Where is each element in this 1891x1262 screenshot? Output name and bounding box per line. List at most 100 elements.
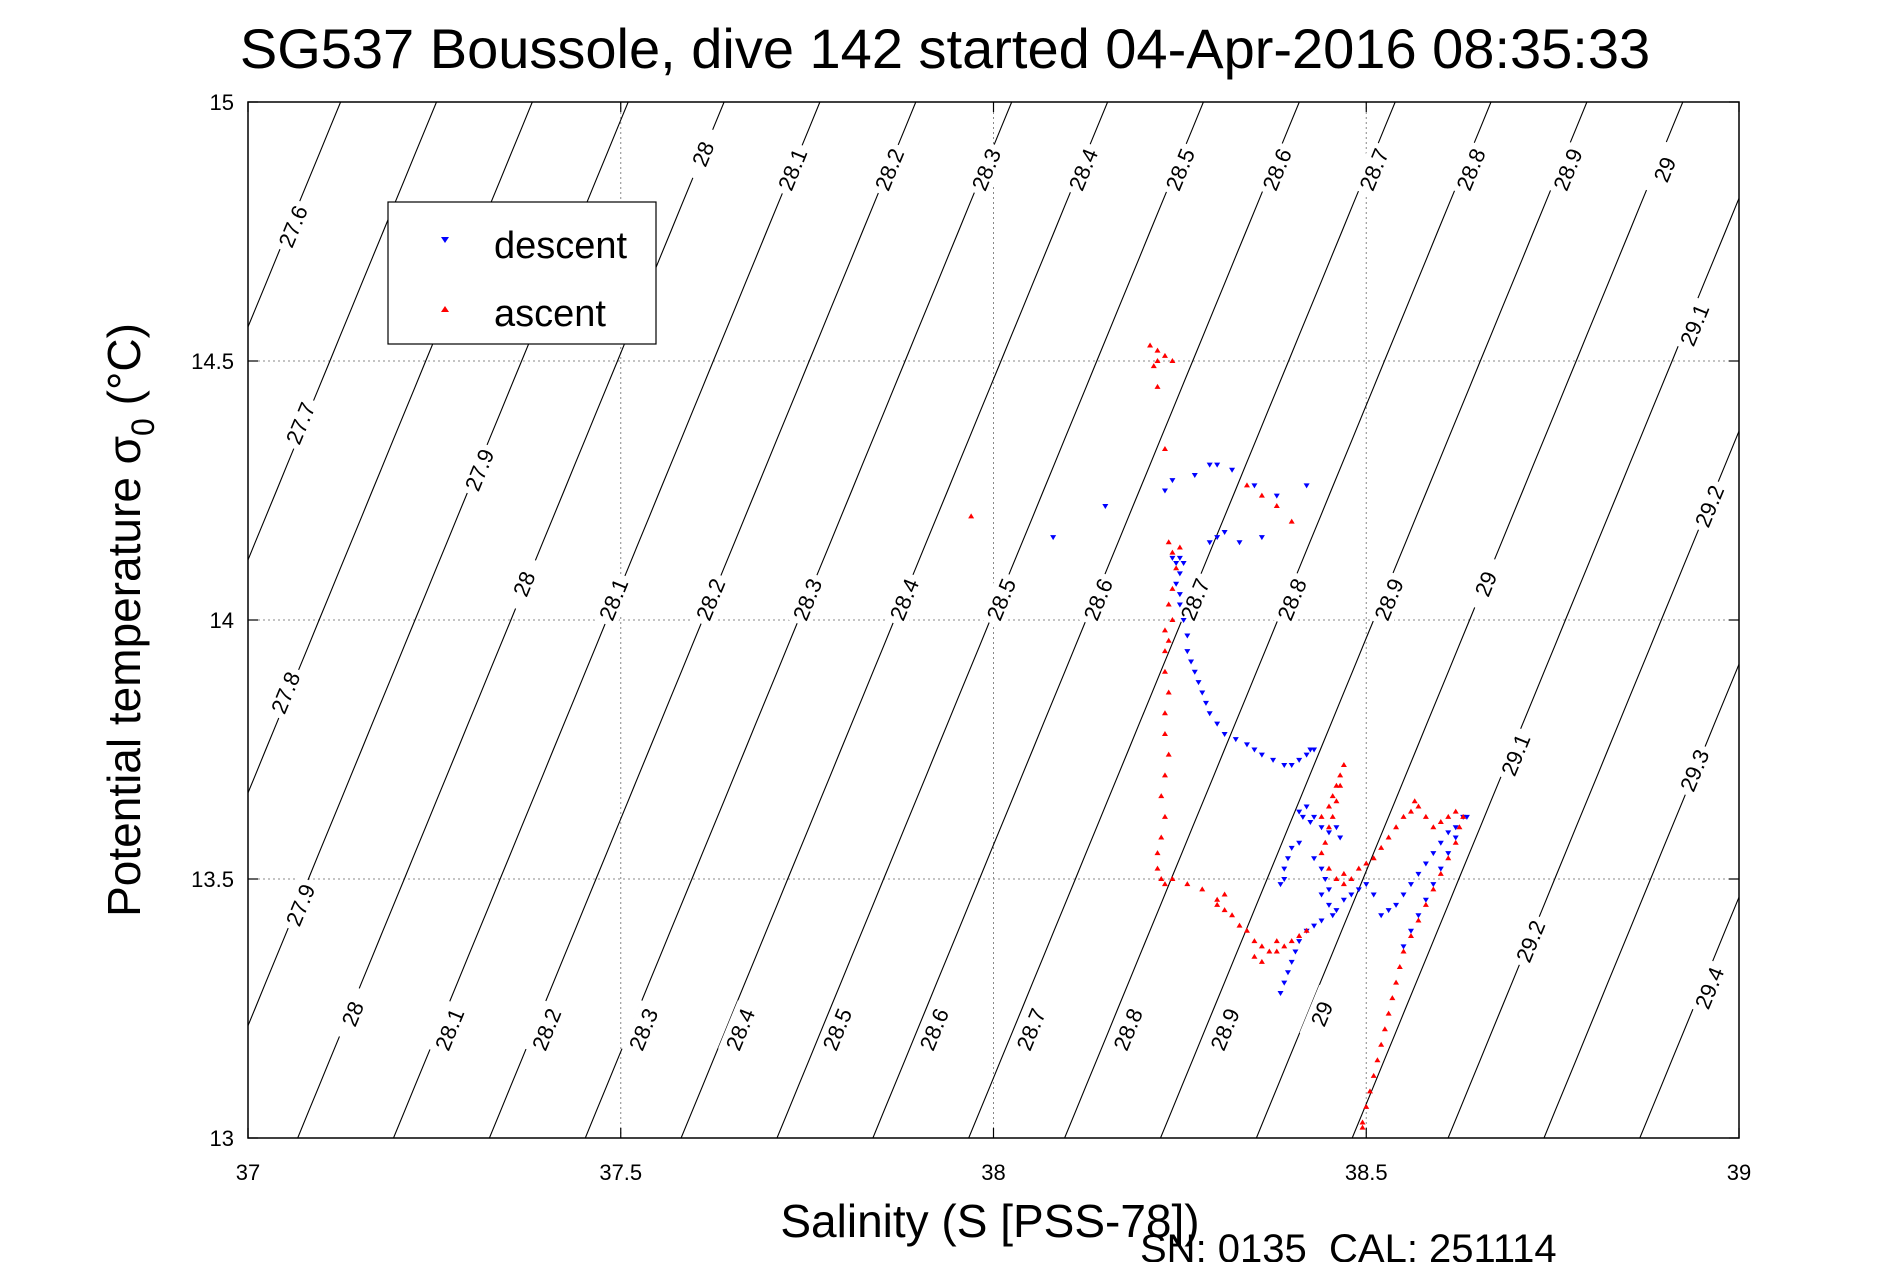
ascent-point xyxy=(1214,896,1221,902)
x-tick-label: 38 xyxy=(981,1160,1005,1185)
descent-point xyxy=(1333,825,1340,831)
descent-point xyxy=(1311,747,1318,753)
descent-point xyxy=(1288,845,1295,851)
contour-label-gap xyxy=(1463,554,1508,613)
ascent-point xyxy=(1161,648,1168,654)
ascent-point xyxy=(1329,813,1336,819)
isopycnal-line xyxy=(1255,102,1684,1138)
ascent-point xyxy=(1325,803,1332,809)
y-tick-label: 13.5 xyxy=(191,867,234,892)
descent-point xyxy=(1340,897,1347,903)
descent-point xyxy=(1195,680,1202,686)
ascent-point xyxy=(1154,383,1161,389)
descent-point xyxy=(1296,840,1303,846)
ascent-point xyxy=(1452,839,1459,845)
ascent-point xyxy=(1169,358,1176,363)
ascent-point xyxy=(1437,870,1444,876)
ascent-point xyxy=(1165,539,1172,545)
descent-point xyxy=(1393,902,1400,908)
descent-point xyxy=(1452,835,1459,841)
legend-descent-label: descent xyxy=(494,225,628,267)
descent-point xyxy=(1184,649,1191,655)
descent-point xyxy=(1430,882,1437,888)
ascent-point xyxy=(1158,793,1165,799)
contour-label-gap xyxy=(718,1000,762,1059)
descent-point xyxy=(1251,747,1258,753)
descent-point xyxy=(1407,928,1414,934)
descent-point xyxy=(1378,913,1385,919)
contour-label-gap xyxy=(911,1000,956,1059)
contour-label-gap xyxy=(1448,140,1493,199)
descent-point xyxy=(1180,618,1187,623)
descent-point xyxy=(1370,892,1377,898)
descent-point xyxy=(1161,488,1168,494)
ascent-point xyxy=(1333,798,1340,804)
descent-point xyxy=(1463,814,1470,820)
ascent-point xyxy=(1422,901,1429,907)
ascent-point xyxy=(1359,1124,1366,1130)
contour-label-gap xyxy=(427,1000,472,1059)
contour-label-gap xyxy=(501,554,546,613)
contour-label-gap xyxy=(1269,570,1314,629)
ascent-point xyxy=(1161,668,1168,674)
descent-point xyxy=(1452,825,1459,831)
ascent-series xyxy=(968,342,1467,1130)
descent-point xyxy=(1355,887,1362,893)
descent-point xyxy=(1251,483,1258,489)
x-tick-label: 37 xyxy=(236,1160,260,1185)
descent-point xyxy=(1296,939,1303,945)
contour-label-gap xyxy=(278,394,323,453)
contour-label-gap xyxy=(1157,140,1202,199)
contour-label-gap xyxy=(1202,1000,1247,1059)
descent-point xyxy=(1303,752,1310,758)
descent-point xyxy=(1437,840,1444,846)
ascent-point xyxy=(1266,948,1273,954)
descent-point xyxy=(1281,980,1288,986)
ascent-point xyxy=(968,513,975,519)
ascent-point xyxy=(1158,834,1165,840)
descent-point xyxy=(1199,690,1206,696)
isopycnal-line xyxy=(1639,895,1739,1138)
descent-point xyxy=(1400,892,1407,898)
ascent-point xyxy=(1348,876,1355,881)
ascent-point xyxy=(1154,850,1161,856)
ascent-point xyxy=(1422,813,1429,819)
ascent-point xyxy=(1154,865,1161,871)
ascent-point xyxy=(1393,824,1400,830)
ascent-point xyxy=(1430,886,1437,892)
descent-point xyxy=(1318,866,1325,872)
descent-point xyxy=(1169,478,1176,484)
ascent-point xyxy=(1329,793,1336,799)
contour-label-gap xyxy=(330,984,375,1043)
descent-point xyxy=(1325,887,1332,893)
ascent-point xyxy=(1288,938,1295,944)
descent-point xyxy=(1206,462,1213,468)
descent-point xyxy=(1284,856,1291,862)
descent-point xyxy=(1322,877,1329,882)
ascent-point xyxy=(1258,492,1265,498)
contour-label-gap xyxy=(1351,140,1396,199)
contour-label-gap xyxy=(270,197,315,256)
descent-point xyxy=(1296,757,1303,763)
contour-label-gap xyxy=(1366,570,1411,629)
ascent-point xyxy=(1445,855,1452,861)
ascent-point xyxy=(1407,932,1414,938)
ascent-point xyxy=(1169,585,1176,591)
contour-label-gap xyxy=(591,570,636,629)
descent-point xyxy=(1229,467,1236,473)
descent-point xyxy=(1206,540,1213,546)
legend: descent ascent xyxy=(387,201,657,345)
contour-label-gap xyxy=(1672,741,1717,800)
descent-point xyxy=(1329,913,1336,919)
descent-point xyxy=(1202,700,1209,706)
ascent-point xyxy=(1236,922,1243,928)
contour-label-gap xyxy=(1008,1000,1053,1059)
ascent-point xyxy=(1325,865,1332,871)
legend-descent-marker xyxy=(441,237,449,243)
isopycnal-line xyxy=(1351,196,1739,1138)
descent-series xyxy=(1050,462,1470,996)
ascent-point xyxy=(1296,932,1303,938)
descent-point xyxy=(1050,535,1057,541)
descent-point xyxy=(1385,908,1392,914)
descent-point xyxy=(1422,861,1429,867)
